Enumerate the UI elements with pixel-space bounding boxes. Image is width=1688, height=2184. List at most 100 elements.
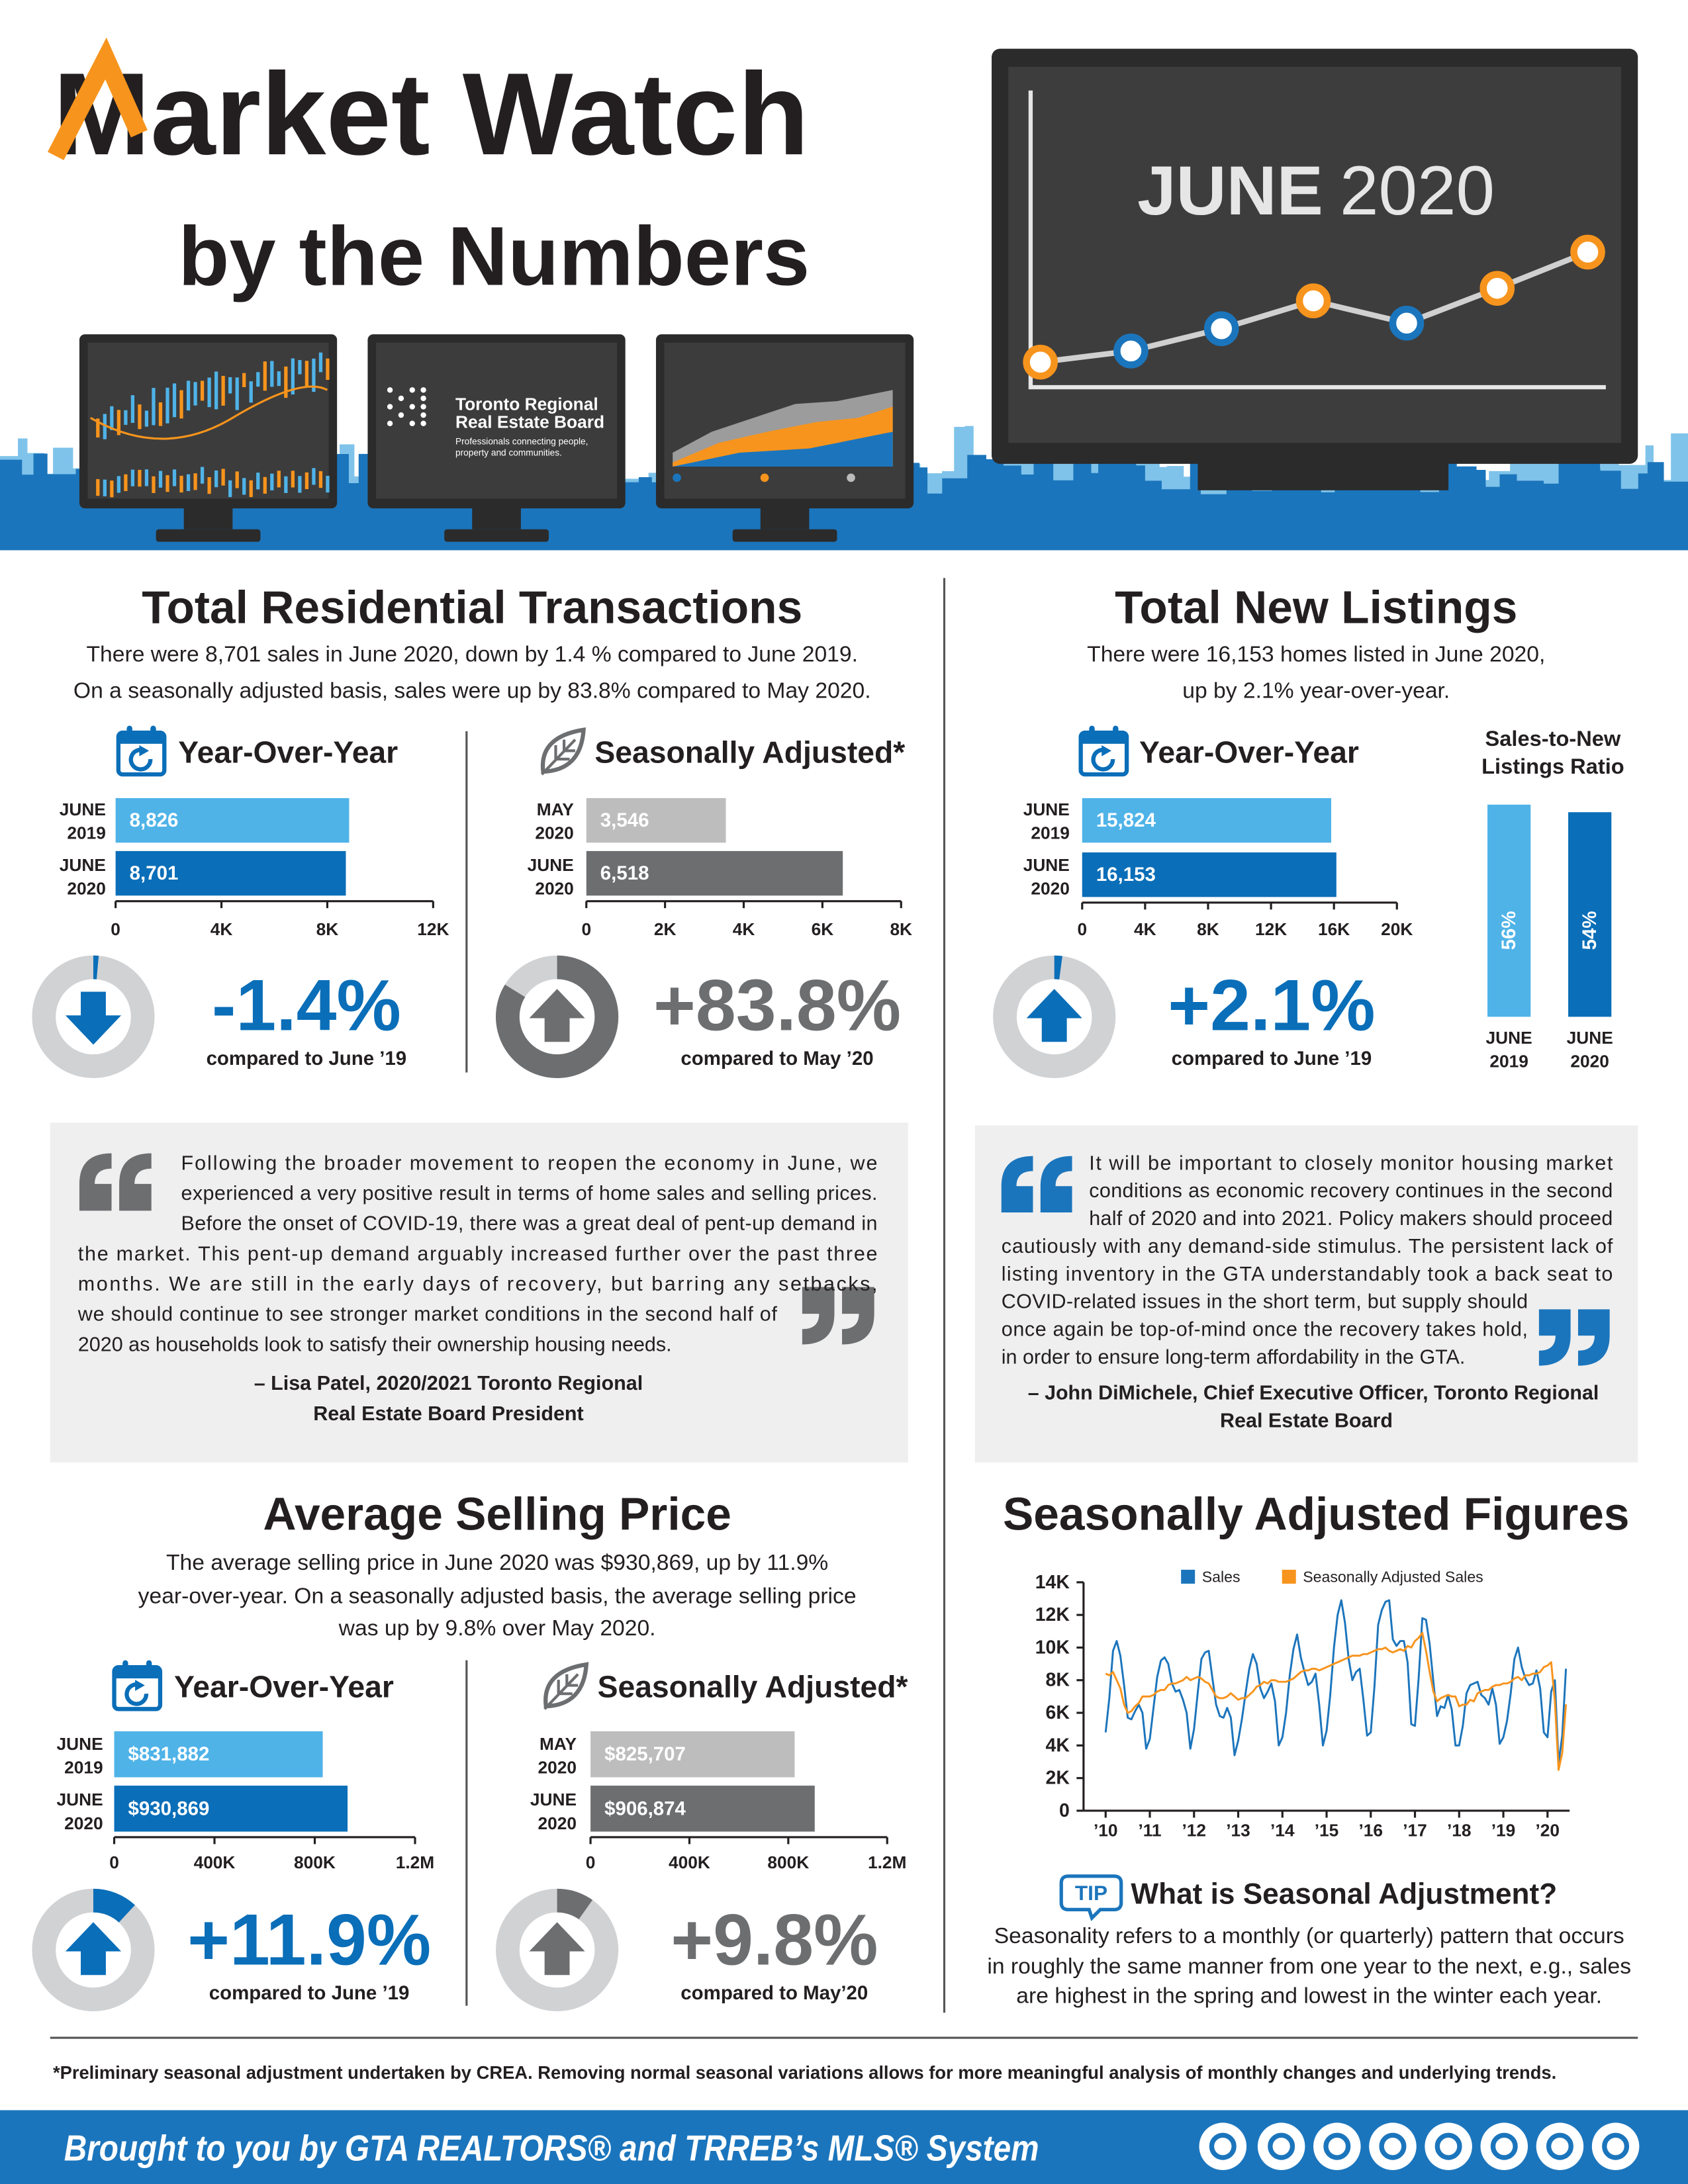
logo-dot xyxy=(420,387,426,393)
candle xyxy=(221,375,225,406)
x-tick-label: 8K xyxy=(1197,919,1219,939)
tip-title: What is Seasonal Adjustment? xyxy=(1131,1878,1557,1911)
volume xyxy=(235,471,239,488)
x-tick-label: 400K xyxy=(194,1852,236,1872)
quote-text: conditions as economic recovery continue… xyxy=(1089,1179,1613,1202)
candle xyxy=(186,381,191,411)
quote-text: cautiously with any demand-side stimulus… xyxy=(1002,1235,1613,1257)
volume xyxy=(270,473,274,490)
candle xyxy=(193,382,197,406)
candle xyxy=(214,371,218,410)
quote-mark xyxy=(802,1287,835,1345)
category-label: MAY xyxy=(539,1734,577,1754)
volume xyxy=(221,469,225,486)
gauge-arrow xyxy=(529,989,585,1042)
calendar-icon xyxy=(139,745,150,756)
x-tick-label: 4K xyxy=(1134,919,1156,939)
quote-box xyxy=(50,1122,908,1463)
candle xyxy=(235,377,239,410)
volume xyxy=(179,475,183,493)
quote-text: the market. This pent-up demand arguably… xyxy=(78,1242,878,1265)
candle xyxy=(242,373,246,387)
quote-text: 2020 as households look to satisfy their… xyxy=(78,1333,672,1355)
volume xyxy=(152,476,156,493)
quote-text: Following the broader movement to reopen… xyxy=(181,1152,878,1174)
volume xyxy=(326,475,330,493)
leaf-icon xyxy=(543,1662,589,1709)
hero-axis xyxy=(1028,90,1606,390)
section-text: year-over-year. On a seasonally adjusted… xyxy=(138,1584,857,1608)
x-tick-label: 6K xyxy=(812,919,834,939)
calendar-icon xyxy=(1089,725,1095,739)
y-tick-label: 2K xyxy=(1046,1768,1070,1789)
category-label: JUNE xyxy=(60,855,106,875)
bar-value-label: 8,701 xyxy=(130,862,179,884)
candle xyxy=(172,383,177,418)
candle xyxy=(249,381,253,403)
bar-value-label: 6,518 xyxy=(600,862,649,884)
chart-title: Seasonally Adjusted* xyxy=(598,1670,908,1704)
calendar-icon xyxy=(1113,725,1119,739)
logo-dot xyxy=(387,387,393,393)
volume xyxy=(242,478,246,495)
x-tick-label: ’16 xyxy=(1358,1820,1383,1840)
candle xyxy=(207,377,211,408)
bar-value-label: $825,707 xyxy=(604,1743,686,1765)
category-label: JUNE xyxy=(57,1734,103,1754)
bar xyxy=(590,1731,795,1778)
leaf-icon xyxy=(540,739,577,776)
gauge-arc xyxy=(496,955,619,1078)
quote-mark xyxy=(1040,1156,1072,1213)
category-label: 2020 xyxy=(535,879,574,899)
calendar-icon xyxy=(1080,733,1127,744)
category-label: JUNE xyxy=(57,1790,103,1809)
bar-value-label: 3,546 xyxy=(600,809,649,831)
legend-dot xyxy=(847,473,855,482)
logo-dot xyxy=(398,412,404,418)
bar-value-label: 16,153 xyxy=(1096,864,1156,886)
quote-mark xyxy=(842,1287,874,1345)
calendar-icon xyxy=(126,725,132,739)
leaf-icon xyxy=(543,1673,579,1710)
category-label: JUNE xyxy=(1486,1028,1532,1048)
bar-value-label: 15,824 xyxy=(1096,809,1156,831)
category-label: JUNE xyxy=(528,855,574,875)
social-icon-glyph xyxy=(1323,2132,1351,2160)
social-icon xyxy=(1480,2122,1528,2170)
quote-attribution: Real Estate Board xyxy=(1220,1410,1393,1432)
volume xyxy=(200,467,205,484)
volume xyxy=(312,468,316,485)
change-note: compared to May ’20 xyxy=(680,1048,873,1069)
quote-text: half of 2020 and into 2021. Policy maker… xyxy=(1089,1207,1613,1230)
quote-text: It will be important to closely monitor … xyxy=(1089,1152,1613,1174)
logo-dot xyxy=(420,404,426,410)
bar xyxy=(1568,812,1612,1017)
volume xyxy=(291,471,295,488)
volume xyxy=(124,474,128,492)
category-label: 2019 xyxy=(67,823,106,843)
social-icon xyxy=(1313,2122,1361,2170)
candle xyxy=(96,418,100,438)
quote-text: experienced a very positive result in te… xyxy=(181,1182,878,1205)
gauge-arrow xyxy=(65,1922,122,1976)
volume xyxy=(130,469,135,486)
social-icon xyxy=(1199,2122,1247,2170)
x-tick-label: 2K xyxy=(654,919,677,939)
quote-mark xyxy=(1538,1309,1571,1366)
legend-dot xyxy=(760,473,769,482)
volume xyxy=(284,476,288,493)
candle xyxy=(326,358,330,380)
x-tick-label: 12K xyxy=(1255,919,1287,939)
bar-value-label: $831,882 xyxy=(128,1743,210,1765)
area-blue xyxy=(673,432,893,467)
quote-text: listing inventory in the GTA understanda… xyxy=(1002,1263,1613,1285)
logo-dot xyxy=(409,387,415,393)
x-tick-label: ’10 xyxy=(1094,1820,1118,1840)
gauge-arc xyxy=(556,1888,593,1920)
candle xyxy=(158,402,163,426)
change-value: +11.9% xyxy=(187,1900,431,1981)
x-tick-label: ’12 xyxy=(1182,1820,1206,1840)
quote-attribution: Real Estate Board President xyxy=(313,1402,583,1425)
y-tick-label: 14K xyxy=(1035,1572,1070,1593)
calendar-icon xyxy=(135,1680,145,1691)
